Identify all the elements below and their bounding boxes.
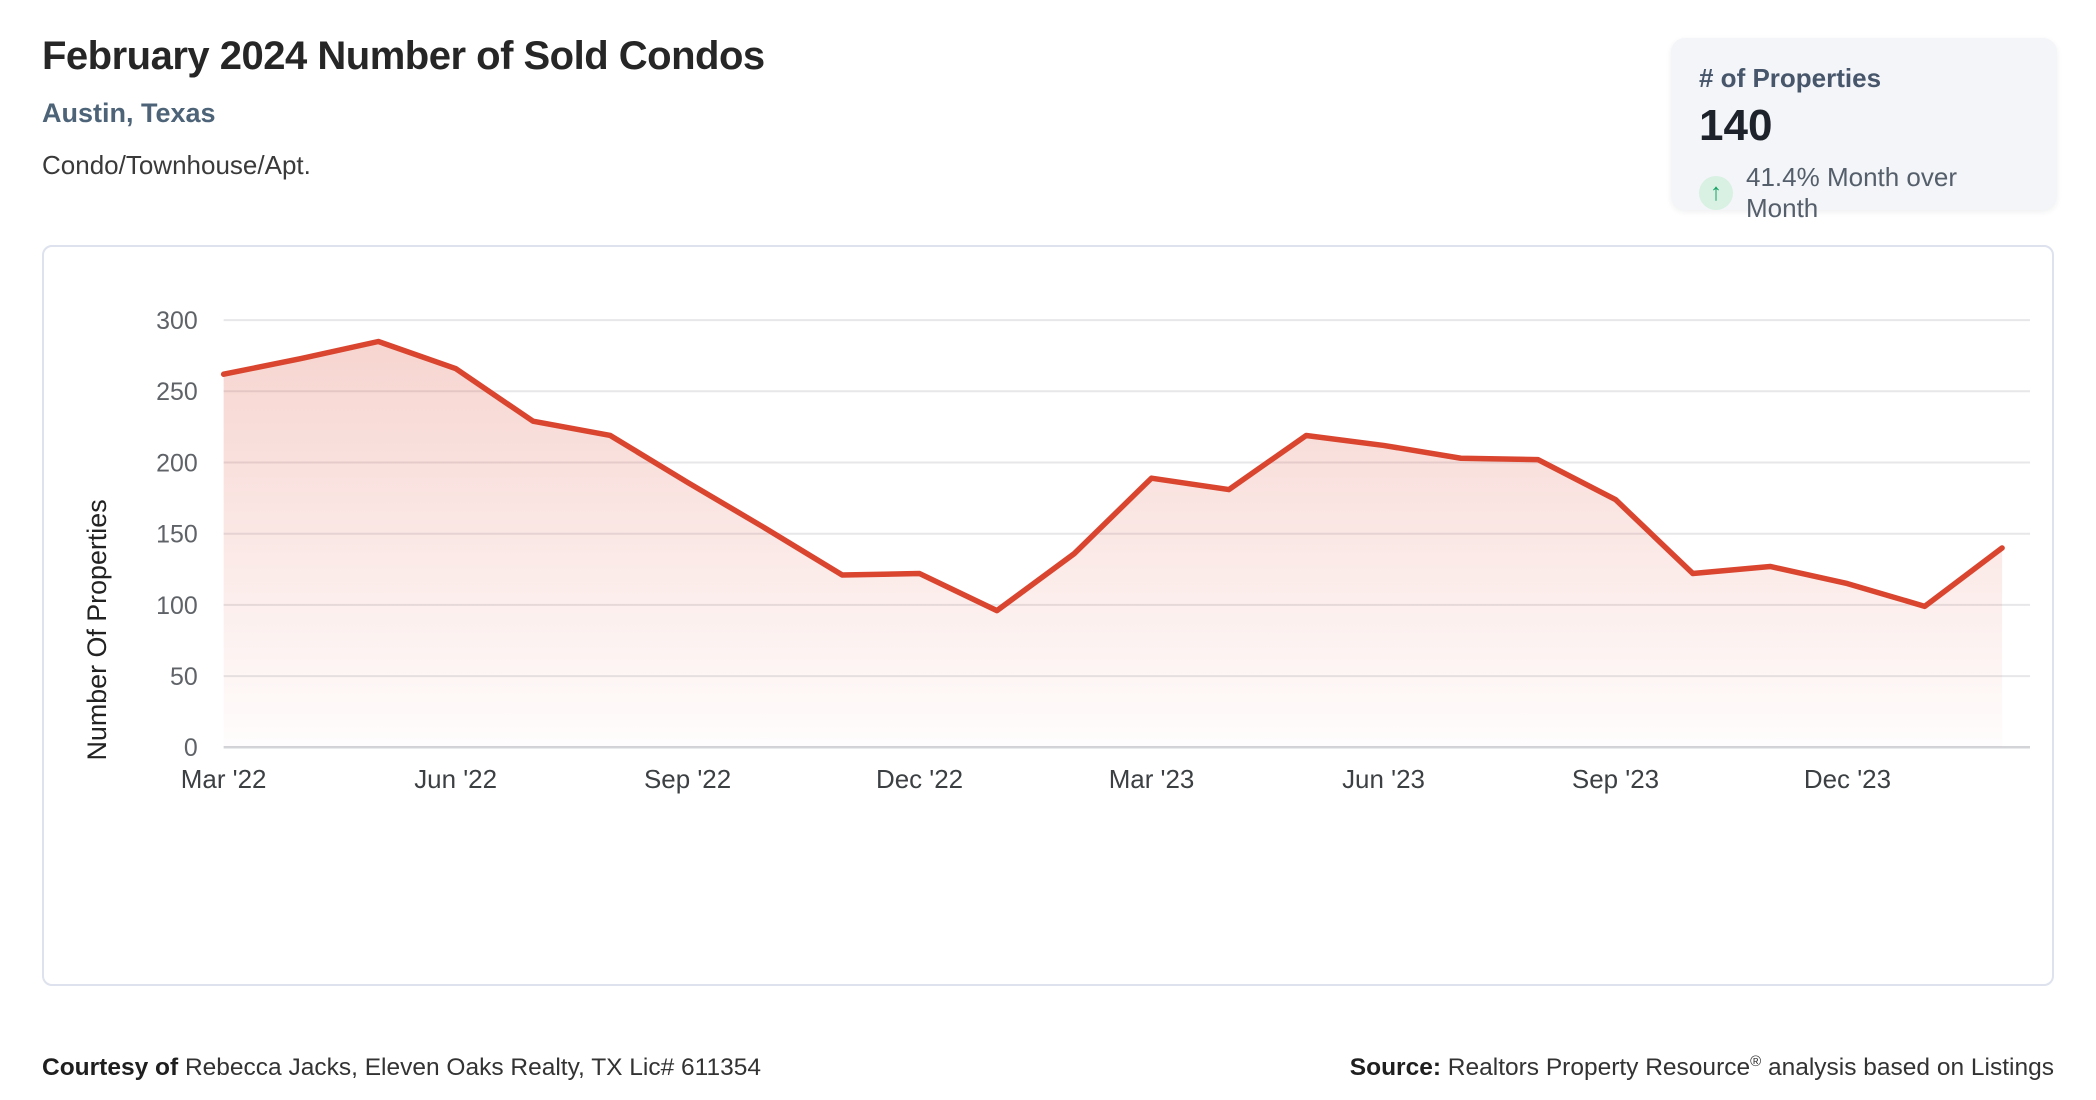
x-tick-label: Sep '22 bbox=[644, 766, 731, 794]
chart-panel: 0 50 100 150 200 250 300 Mar '22 Jun '22 Sep '22… bbox=[42, 245, 2054, 986]
y-axis-tick-labels: 0 50 100 150 200 250 300 bbox=[156, 307, 198, 762]
y-tick-label: 150 bbox=[156, 521, 198, 549]
source-text-tail: analysis based on Listings bbox=[1761, 1054, 2054, 1082]
registered-trademark-symbol: ® bbox=[1750, 1053, 1762, 1070]
y-tick-label: 0 bbox=[184, 734, 198, 762]
arrow-up-icon: ↑ bbox=[1710, 179, 1722, 206]
x-tick-label: Jun '22 bbox=[414, 766, 497, 794]
location-subtitle: Austin, Texas bbox=[42, 98, 216, 128]
x-tick-label: Jun '23 bbox=[1342, 766, 1425, 794]
x-axis-tick-labels: Mar '22 Jun '22 Sep '22 Dec '22 Mar '23 Jun '… bbox=[181, 766, 1891, 794]
x-tick-label: Mar '23 bbox=[1109, 766, 1195, 794]
courtesy-text: Rebecca Jacks, Eleven Oaks Realty, TX Li… bbox=[178, 1054, 761, 1082]
property-type-label: Condo/Townhouse/Apt. bbox=[42, 150, 311, 180]
x-tick-label: Sep '23 bbox=[1572, 766, 1659, 794]
y-tick-label: 100 bbox=[156, 592, 198, 620]
x-tick-label: Dec '22 bbox=[876, 766, 963, 794]
y-tick-label: 300 bbox=[156, 307, 198, 335]
source-text: Realtors Property Resource bbox=[1441, 1054, 1751, 1082]
stat-card-value: 140 bbox=[1699, 101, 1773, 150]
sold-condos-area-chart: 0 50 100 150 200 250 300 Mar '22 Jun '22 Sep '22… bbox=[82, 307, 2031, 794]
y-axis-title: Number Of Properties bbox=[82, 499, 112, 760]
source-line: Source: Realtors Property Resource® anal… bbox=[1350, 1053, 2054, 1082]
y-tick-label: 200 bbox=[156, 449, 198, 477]
stat-card-label: # of Properties bbox=[1699, 63, 1882, 93]
trend-up-badge: ↑ bbox=[1699, 176, 1733, 210]
month-over-month-text: 41.4% Month over Month bbox=[1746, 162, 1958, 223]
source-label: Source: bbox=[1349, 1054, 1441, 1082]
chart-area-fill bbox=[223, 341, 2003, 748]
report-header: February 2024 Number of Sold Condos Aust… bbox=[42, 34, 765, 181]
y-tick-label: 50 bbox=[170, 663, 198, 691]
report-footer: Courtesy of Rebecca Jacks, Eleven Oaks R… bbox=[42, 1053, 2054, 1082]
x-tick-label: Dec '23 bbox=[1804, 766, 1891, 794]
chart-line bbox=[220, 338, 2005, 614]
courtesy-label: Courtesy of bbox=[42, 1054, 179, 1082]
courtesy-line: Courtesy of Rebecca Jacks, Eleven Oaks R… bbox=[42, 1054, 761, 1082]
page-title: February 2024 Number of Sold Condos bbox=[42, 34, 765, 78]
stat-card: # of Properties 140 ↑ 41.4% Month over M… bbox=[1671, 38, 2057, 223]
y-tick-label: 250 bbox=[156, 378, 198, 406]
x-tick-label: Mar '22 bbox=[181, 766, 267, 794]
stat-card-change-row: ↑ 41.4% Month over Month bbox=[1699, 162, 2029, 224]
